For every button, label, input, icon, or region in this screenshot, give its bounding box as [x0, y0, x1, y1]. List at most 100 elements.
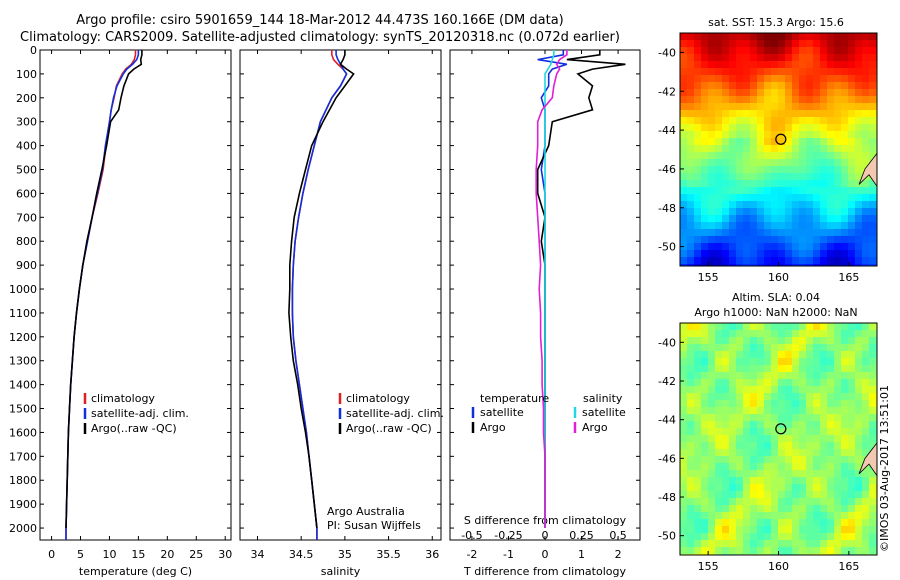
map-cell — [827, 498, 834, 505]
map-cell — [862, 215, 869, 222]
map-cell — [757, 540, 764, 547]
map-cell — [792, 470, 799, 477]
map-cell — [757, 372, 764, 379]
map-cell — [687, 110, 694, 117]
map-cell — [806, 512, 813, 519]
map-cell — [708, 33, 715, 40]
x-tick-label: 25 — [189, 548, 203, 561]
map-cell — [764, 215, 771, 222]
map-cell — [729, 456, 736, 463]
map-cell — [848, 194, 855, 201]
map-cell — [848, 442, 855, 449]
depth-tick-label: 1200 — [9, 331, 37, 344]
x-tick-label: 34 — [250, 548, 264, 561]
map-cell — [869, 386, 876, 393]
map-cell — [855, 344, 862, 351]
map-cell — [764, 131, 771, 138]
map-cell — [855, 103, 862, 110]
map-cell — [708, 512, 715, 519]
map-cell — [834, 82, 841, 89]
map-cell — [750, 215, 757, 222]
map-cell — [680, 159, 687, 166]
map-cell — [806, 257, 813, 264]
map-cell — [820, 180, 827, 187]
map-cell — [750, 117, 757, 124]
map-cell — [792, 152, 799, 159]
map-cell — [743, 208, 750, 215]
map-cell — [750, 400, 757, 407]
map-cell — [764, 33, 771, 40]
map-cell — [799, 131, 806, 138]
map-cell — [848, 257, 855, 264]
map-cell — [757, 61, 764, 68]
map-cell — [750, 145, 757, 152]
map-cell — [855, 470, 862, 477]
map-cell — [771, 526, 778, 533]
map-cell — [813, 533, 820, 540]
map-cell — [757, 152, 764, 159]
map-cell — [743, 96, 750, 103]
map-cell — [715, 131, 722, 138]
map-cell — [792, 54, 799, 61]
map-cell — [792, 138, 799, 145]
map-cell — [806, 89, 813, 96]
map-cell — [848, 358, 855, 365]
map-cell — [729, 540, 736, 547]
map-cell — [722, 82, 729, 89]
map-cell — [764, 365, 771, 372]
map-cell — [694, 33, 701, 40]
map-cell — [743, 180, 750, 187]
map-cell — [736, 222, 743, 229]
map-cell — [736, 533, 743, 540]
map-cell — [792, 442, 799, 449]
map-cell — [792, 428, 799, 435]
map-cell — [869, 421, 876, 428]
map-cell — [736, 250, 743, 257]
map-cell — [820, 358, 827, 365]
map-cell — [855, 540, 862, 547]
map-cell — [785, 47, 792, 54]
map-cell — [729, 547, 736, 554]
map-cell — [792, 533, 799, 540]
map-cell — [848, 103, 855, 110]
series-line — [544, 50, 555, 528]
map-cell — [806, 365, 813, 372]
map-cell — [708, 330, 715, 337]
map-cell — [806, 180, 813, 187]
map-cell — [729, 145, 736, 152]
map-cell — [687, 236, 694, 243]
map-cell — [722, 449, 729, 456]
map-cell — [687, 222, 694, 229]
x-axis-label: T difference from climatology — [463, 565, 626, 578]
map-cell — [869, 428, 876, 435]
map-cell — [813, 323, 820, 330]
map-cell — [687, 421, 694, 428]
map-cell — [820, 166, 827, 173]
map-cell — [792, 407, 799, 414]
map-cell — [862, 117, 869, 124]
map-cell — [820, 428, 827, 435]
map-cell — [694, 89, 701, 96]
map-cell — [757, 491, 764, 498]
map-cell — [715, 96, 722, 103]
map-cell — [862, 386, 869, 393]
map-cell — [771, 540, 778, 547]
map-cell — [729, 330, 736, 337]
map-cell — [694, 540, 701, 547]
map-cell — [757, 477, 764, 484]
map-cell — [792, 498, 799, 505]
map-cell — [708, 547, 715, 554]
map-cell — [778, 229, 785, 236]
map-cell — [862, 365, 869, 372]
map-cell — [778, 344, 785, 351]
map-cell — [841, 407, 848, 414]
map-cell — [764, 54, 771, 61]
map-cell — [855, 526, 862, 533]
map-cell — [708, 54, 715, 61]
map-cell — [694, 131, 701, 138]
map-cell — [701, 75, 708, 82]
map-cell — [757, 257, 764, 264]
map-cell — [722, 75, 729, 82]
map-cell — [750, 519, 757, 526]
